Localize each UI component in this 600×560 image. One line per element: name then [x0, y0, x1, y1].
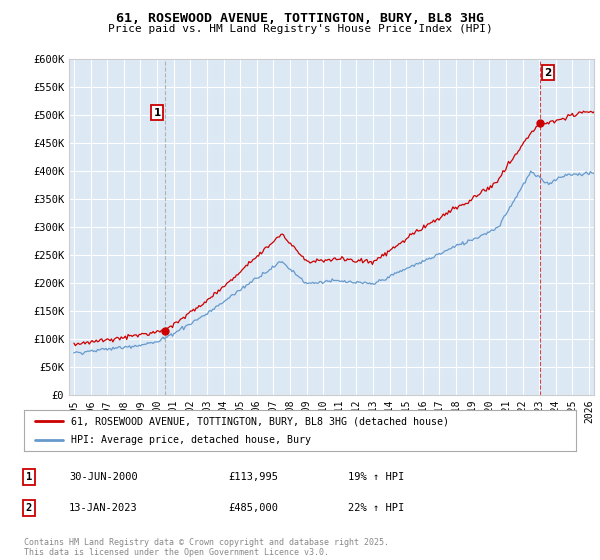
Text: 61, ROSEWOOD AVENUE, TOTTINGTON, BURY, BL8 3HG: 61, ROSEWOOD AVENUE, TOTTINGTON, BURY, B…	[116, 12, 484, 25]
Text: 1: 1	[26, 472, 32, 482]
Text: 2: 2	[545, 68, 552, 78]
Text: 19% ↑ HPI: 19% ↑ HPI	[348, 472, 404, 482]
Text: 61, ROSEWOOD AVENUE, TOTTINGTON, BURY, BL8 3HG (detached house): 61, ROSEWOOD AVENUE, TOTTINGTON, BURY, B…	[71, 417, 449, 426]
Text: Price paid vs. HM Land Registry's House Price Index (HPI): Price paid vs. HM Land Registry's House …	[107, 24, 493, 34]
Text: £485,000: £485,000	[228, 503, 278, 513]
Text: 30-JUN-2000: 30-JUN-2000	[69, 472, 138, 482]
Text: 2: 2	[26, 503, 32, 513]
Text: 13-JAN-2023: 13-JAN-2023	[69, 503, 138, 513]
Text: HPI: Average price, detached house, Bury: HPI: Average price, detached house, Bury	[71, 435, 311, 445]
Text: Contains HM Land Registry data © Crown copyright and database right 2025.
This d: Contains HM Land Registry data © Crown c…	[24, 538, 389, 557]
Text: £113,995: £113,995	[228, 472, 278, 482]
Text: 22% ↑ HPI: 22% ↑ HPI	[348, 503, 404, 513]
Text: 1: 1	[154, 108, 161, 118]
